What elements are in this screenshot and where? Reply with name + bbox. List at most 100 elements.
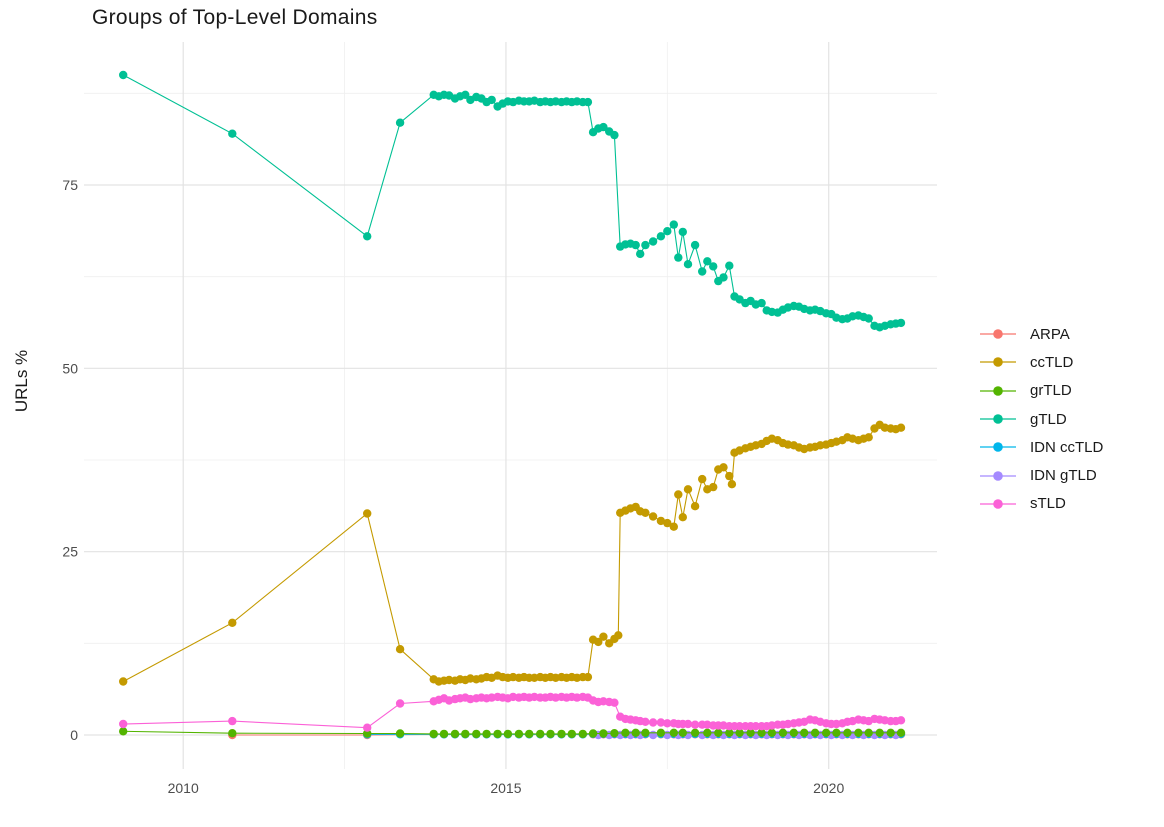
data-point <box>610 729 619 738</box>
data-point <box>641 508 650 517</box>
legend-label: ARPA <box>1030 325 1070 343</box>
data-point <box>767 728 777 737</box>
data-point <box>674 253 683 262</box>
legend-key-icon <box>980 442 1016 453</box>
legend-item-gtld: gTLD <box>978 405 1103 433</box>
data-point <box>119 70 128 80</box>
data-point <box>228 716 237 726</box>
data-point <box>395 729 405 738</box>
series-gtld <box>119 70 906 332</box>
legend-label: gTLD <box>1030 410 1067 428</box>
data-point <box>636 249 645 259</box>
data-point <box>610 698 619 707</box>
data-point <box>703 257 712 266</box>
data-point <box>363 723 372 732</box>
legend-item-cctld: ccTLD <box>978 348 1103 376</box>
data-point <box>690 502 700 511</box>
data-point <box>683 719 693 729</box>
data-point <box>678 513 687 522</box>
legend-key-icon <box>980 385 1016 396</box>
data-point <box>719 463 728 472</box>
data-point <box>119 727 128 736</box>
data-point <box>648 512 658 521</box>
data-point <box>663 518 672 528</box>
data-point <box>648 730 658 740</box>
data-point <box>690 728 700 737</box>
data-point <box>641 728 650 737</box>
legend-key-icon <box>980 470 1016 481</box>
data-point <box>896 728 906 737</box>
legend-label: sTLD <box>1030 495 1066 513</box>
series-line <box>122 74 902 328</box>
data-point <box>641 717 650 726</box>
data-point <box>719 273 728 282</box>
data-point <box>810 728 820 737</box>
data-point <box>663 227 672 236</box>
data-point <box>631 240 640 250</box>
data-point <box>461 729 470 739</box>
data-point <box>896 318 906 328</box>
legend-label: IDN ccTLD <box>1030 438 1104 456</box>
data-point <box>698 474 707 484</box>
data-point <box>663 719 672 728</box>
legend-key-icon <box>980 329 1016 339</box>
data-point <box>429 729 438 739</box>
data-point <box>503 729 513 739</box>
data-point <box>482 729 491 739</box>
data-point <box>678 227 687 237</box>
data-point <box>621 728 630 737</box>
series-stld <box>119 692 906 732</box>
legend-item-arpa: ARPA <box>978 320 1103 348</box>
data-point <box>119 677 128 686</box>
data-point <box>725 471 734 481</box>
data-point <box>363 729 372 738</box>
data-point <box>656 728 666 737</box>
data-point <box>757 728 766 737</box>
data-point <box>461 90 470 100</box>
x-tick-label: 2015 <box>490 780 521 796</box>
y-axis-title: URLs % <box>12 349 31 413</box>
data-point <box>656 232 666 241</box>
data-point <box>567 729 576 739</box>
legend-label: ccTLD <box>1030 353 1074 371</box>
data-point <box>119 719 128 729</box>
y-tick-label: 75 <box>62 177 78 193</box>
data-point <box>757 298 766 308</box>
data-point <box>583 97 593 107</box>
data-point <box>821 728 831 737</box>
data-point <box>631 728 640 737</box>
y-tick-label: 50 <box>62 360 78 376</box>
data-point <box>493 729 502 739</box>
data-point <box>751 722 760 731</box>
data-point <box>599 729 608 738</box>
x-tick-label: 2010 <box>168 780 199 796</box>
data-point <box>648 237 658 246</box>
data-point <box>656 718 666 727</box>
data-point <box>656 516 666 526</box>
data-point <box>674 490 683 499</box>
data-point <box>439 729 449 739</box>
data-point <box>536 729 545 739</box>
data-point <box>690 240 700 250</box>
data-point <box>896 423 906 432</box>
data-point <box>228 129 237 138</box>
data-point <box>746 728 755 737</box>
data-point <box>669 728 678 737</box>
data-point <box>228 729 237 738</box>
data-point <box>864 433 873 442</box>
data-point <box>886 728 895 737</box>
data-point <box>395 699 405 708</box>
data-point <box>669 220 678 229</box>
gridlines-major <box>84 42 937 769</box>
y-tick-label: 25 <box>62 544 78 560</box>
data-point <box>778 728 788 737</box>
data-point <box>690 720 700 729</box>
data-point <box>714 728 723 737</box>
data-point <box>854 728 863 737</box>
legend-key-icon <box>980 499 1016 509</box>
legend-key-icon <box>980 414 1016 424</box>
data-point <box>599 632 608 641</box>
data-point <box>583 672 593 682</box>
